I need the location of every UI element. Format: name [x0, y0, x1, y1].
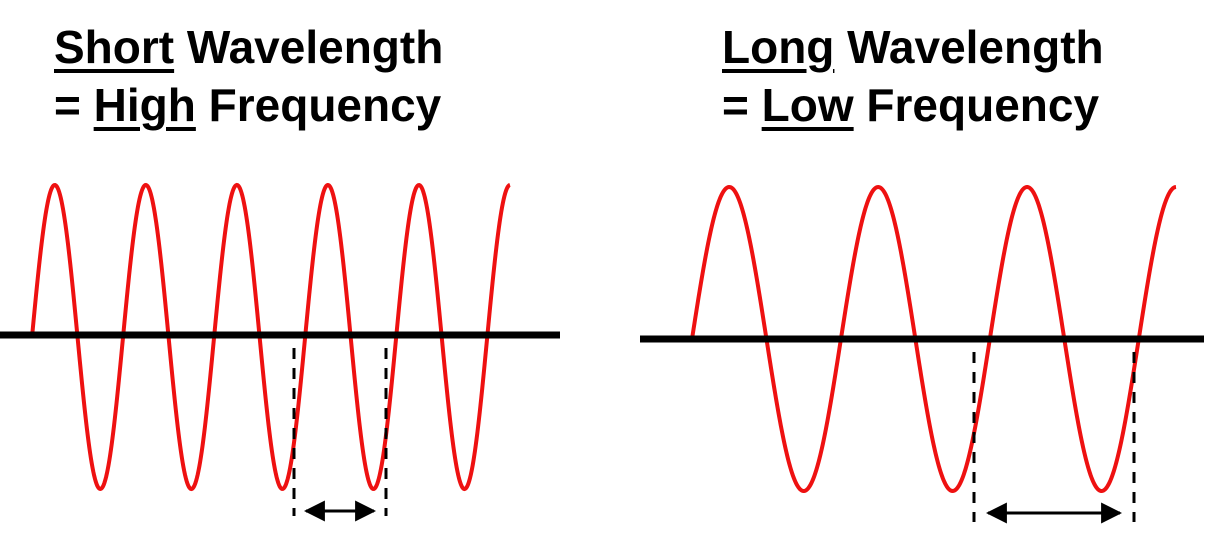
- label-frequency: Frequency: [195, 79, 442, 131]
- panel-short-wavelength: [0, 182, 560, 522]
- title-line-1: Long Wavelength: [722, 18, 1104, 76]
- title-line-2: = Low Frequency: [722, 76, 1104, 134]
- emphasis-short: Short: [54, 21, 175, 73]
- emphasis-long: Long: [722, 21, 835, 73]
- equals-sign: =: [722, 79, 762, 131]
- emphasis-high: High: [93, 79, 196, 131]
- low-frequency-wave: [690, 184, 1177, 494]
- panel-long-wavelength: [640, 184, 1204, 524]
- high-frequency-wave: [30, 182, 511, 492]
- title-line-2: = High Frequency: [54, 76, 443, 134]
- label-wavelength: Wavelength: [174, 21, 444, 73]
- title-short-wavelength: Short Wavelength = High Frequency: [54, 18, 443, 134]
- label-frequency: Frequency: [853, 79, 1100, 131]
- emphasis-low: Low: [761, 79, 854, 131]
- title-line-1: Short Wavelength: [54, 18, 443, 76]
- equals-sign: =: [54, 79, 94, 131]
- title-long-wavelength: Long Wavelength = Low Frequency: [722, 18, 1104, 134]
- label-wavelength: Wavelength: [834, 21, 1104, 73]
